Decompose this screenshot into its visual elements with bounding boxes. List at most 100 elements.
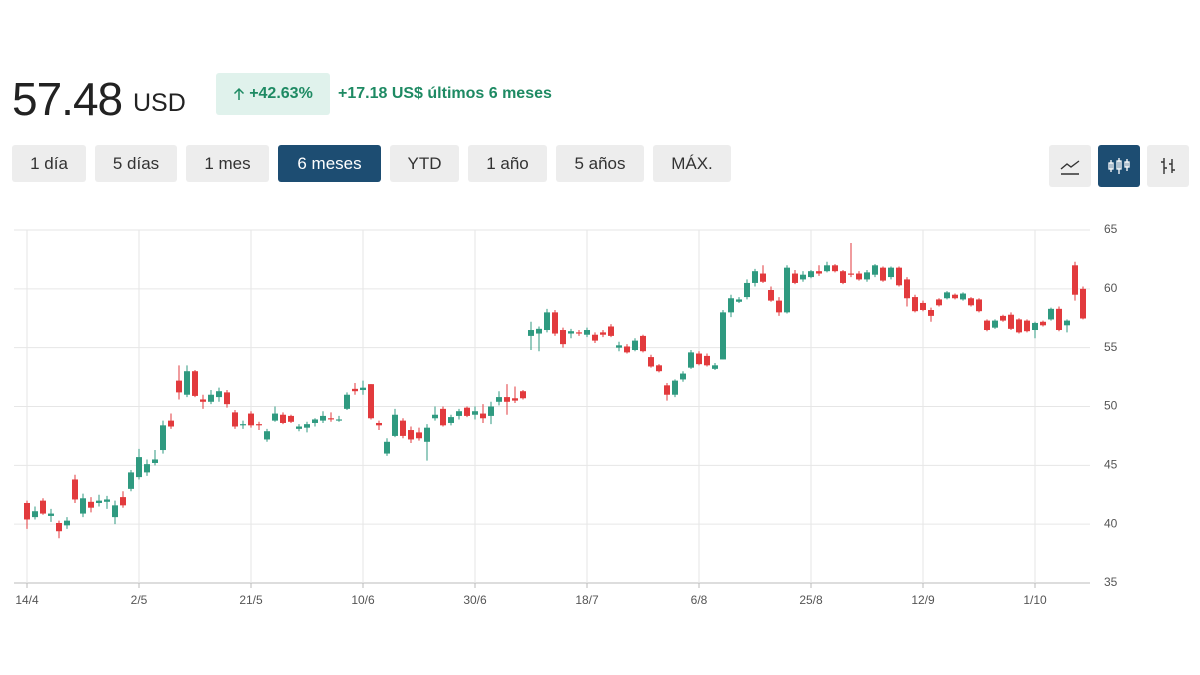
- candle-body: [88, 501, 94, 508]
- range-button[interactable]: 1 año: [468, 145, 547, 182]
- change-percent: +42.63%: [249, 85, 313, 102]
- x-tick-label: 30/6: [463, 593, 487, 607]
- candle-body: [712, 365, 718, 369]
- ohlc-chart-button[interactable]: [1147, 145, 1189, 187]
- candle-body: [416, 432, 422, 439]
- price: 57.48: [12, 73, 123, 125]
- candle-body: [424, 427, 430, 442]
- candle-body: [216, 391, 222, 398]
- x-tick-label: 6/8: [691, 593, 708, 607]
- candle-body: [456, 411, 462, 416]
- candle-body: [1024, 320, 1030, 332]
- candle-body: [128, 472, 134, 489]
- candle-body: [504, 397, 510, 402]
- candle-body: [256, 424, 262, 426]
- candle-body: [920, 302, 926, 311]
- candle-body: [1064, 320, 1070, 326]
- candle-body: [528, 330, 534, 336]
- candle-body: [1008, 314, 1014, 329]
- candle-body: [544, 312, 550, 331]
- x-tick-label: 21/5: [239, 593, 263, 607]
- candle-body: [80, 498, 86, 514]
- candle-body: [768, 290, 774, 301]
- candle-body: [376, 422, 382, 426]
- candle-body: [928, 310, 934, 316]
- candle-body: [696, 353, 702, 365]
- candle-body: [592, 334, 598, 341]
- candle-body: [808, 271, 814, 278]
- candle-body: [112, 505, 118, 518]
- candle-body: [200, 399, 206, 402]
- range-button[interactable]: 1 día: [12, 145, 86, 182]
- candle-body: [720, 312, 726, 360]
- candle-body: [264, 431, 270, 440]
- candle-body: [272, 413, 278, 421]
- candle-body: [672, 380, 678, 395]
- candle-body: [1072, 265, 1078, 295]
- candle-body: [760, 273, 766, 282]
- candle-body: [72, 479, 78, 500]
- candle-chart-button[interactable]: [1098, 145, 1140, 187]
- line-chart-button[interactable]: [1049, 145, 1091, 187]
- candle-body: [144, 464, 150, 473]
- candle-body: [656, 365, 662, 372]
- x-tick-label: 12/9: [911, 593, 935, 607]
- candle-body: [392, 414, 398, 436]
- candle-body: [40, 500, 46, 514]
- candle-body: [1080, 288, 1086, 319]
- candle-body: [904, 279, 910, 299]
- candle-body: [992, 320, 998, 328]
- candle-body: [136, 457, 142, 478]
- candle-body: [776, 300, 782, 313]
- currency: USD: [133, 89, 186, 117]
- range-button[interactable]: 6 meses: [278, 145, 381, 182]
- range-button[interactable]: YTD: [390, 145, 459, 182]
- range-button[interactable]: 1 mes: [186, 145, 269, 182]
- candle-body: [568, 331, 574, 334]
- candle-body: [440, 408, 446, 426]
- candle-body: [816, 271, 822, 274]
- candle-body: [664, 385, 670, 395]
- y-tick-label: 60: [1104, 281, 1118, 295]
- candle-body: [680, 373, 686, 380]
- candle-body: [464, 407, 470, 416]
- x-tick-label: 1/10: [1023, 593, 1047, 607]
- candle-body: [520, 391, 526, 399]
- candle-body: [624, 346, 630, 353]
- candle-body: [1032, 322, 1038, 331]
- candle-body: [304, 424, 310, 428]
- candle-body: [552, 312, 558, 334]
- candle-body: [560, 330, 566, 345]
- change-badge: +42.63%: [216, 73, 330, 115]
- candle-body: [936, 299, 942, 306]
- candle-body: [288, 415, 294, 422]
- range-button[interactable]: 5 días: [95, 145, 177, 182]
- candle-body: [208, 394, 214, 402]
- candle-body: [984, 320, 990, 331]
- candle-body: [840, 271, 846, 283]
- candle-body: [32, 511, 38, 518]
- candle-body: [104, 499, 110, 502]
- candle-body: [320, 415, 326, 421]
- y-tick-label: 55: [1104, 340, 1118, 354]
- candle-body: [408, 430, 414, 440]
- candle-body: [728, 298, 734, 313]
- candle-body: [832, 265, 838, 272]
- x-tick-label: 10/6: [351, 593, 375, 607]
- x-tick-label: 25/8: [799, 593, 823, 607]
- candle-body: [448, 417, 454, 423]
- candle-body: [736, 299, 742, 302]
- candle-body: [792, 273, 798, 283]
- candle-body: [1056, 308, 1062, 331]
- candle-body: [1048, 308, 1054, 320]
- candle-body: [968, 298, 974, 306]
- candle-body: [640, 335, 646, 352]
- candle-body: [1016, 319, 1022, 333]
- candle-body: [752, 271, 758, 283]
- y-tick-label: 65: [1104, 222, 1118, 236]
- candle-body: [536, 328, 542, 334]
- range-button[interactable]: 5 años: [556, 145, 644, 182]
- candle-body: [48, 513, 54, 516]
- range-button[interactable]: MÁX.: [653, 145, 731, 182]
